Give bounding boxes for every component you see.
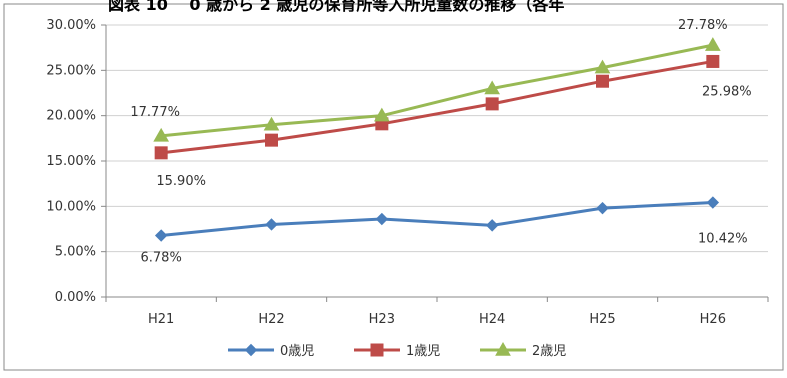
x-tick-label: H21 bbox=[148, 312, 174, 327]
legend-item: 2歳児 bbox=[480, 341, 566, 359]
data-label: 17.77% bbox=[130, 105, 180, 120]
axes: 0.00% 5.00% 10.00% 15.00% 20.00% 25.00% 30.00%… bbox=[46, 18, 769, 327]
y-tick-label: 5.00% bbox=[55, 245, 96, 260]
chart-area-border bbox=[3, 3, 784, 371]
square-marker bbox=[596, 74, 609, 88]
legend-label: 2歳児 bbox=[532, 344, 566, 359]
legend-label: 1歳児 bbox=[406, 344, 440, 359]
x-tick-label: H26 bbox=[700, 312, 726, 327]
legend-item: 0歳児 bbox=[228, 343, 314, 359]
data-labels: 6.78% 10.42% 15.90% 25.98% 17.77% 27.78% bbox=[130, 18, 751, 265]
data-label: 15.90% bbox=[156, 174, 206, 189]
x-tick-label: H24 bbox=[479, 312, 505, 327]
y-tick-label: 20.00% bbox=[46, 109, 96, 124]
y-tick-label: 25.00% bbox=[46, 63, 96, 78]
triangle-marker bbox=[594, 59, 611, 74]
square-marker bbox=[265, 133, 278, 147]
triangle-marker bbox=[153, 127, 170, 142]
series-2 bbox=[153, 37, 721, 142]
series-line bbox=[161, 201, 713, 238]
legend: 0歳児 1歳児 2歳児 bbox=[228, 341, 566, 359]
legend-label: 0歳児 bbox=[280, 344, 314, 359]
series-line bbox=[161, 43, 714, 138]
series-lines bbox=[153, 37, 721, 242]
triangle-marker bbox=[704, 37, 721, 51]
data-label: 25.98% bbox=[702, 84, 752, 99]
series-line bbox=[160, 59, 714, 155]
chart-title: 図表 10 0 歳から 2 歳児の保育所等入所児童数の推移（各年 bbox=[108, 0, 564, 14]
square-marker bbox=[706, 54, 720, 68]
data-label: 10.42% bbox=[698, 232, 748, 247]
diamond-marker bbox=[596, 201, 609, 215]
x-tick-label: H25 bbox=[589, 312, 615, 327]
y-tick-label: 0.00% bbox=[55, 290, 96, 305]
diamond-marker bbox=[244, 343, 258, 357]
x-tick-label: H22 bbox=[258, 312, 284, 327]
legend-item: 1歳児 bbox=[354, 343, 440, 359]
triangle-marker bbox=[263, 116, 280, 131]
triangle-marker bbox=[495, 341, 511, 356]
triangle-marker bbox=[373, 107, 390, 122]
y-tick-label: 15.00% bbox=[46, 154, 96, 169]
triangle-marker bbox=[484, 80, 501, 95]
diamond-marker bbox=[375, 212, 389, 226]
y-tick-label: 30.00% bbox=[46, 18, 96, 33]
data-label: 6.78% bbox=[141, 251, 182, 266]
diamond-marker bbox=[485, 219, 499, 232]
square-marker bbox=[370, 343, 384, 357]
diamond-marker bbox=[265, 218, 278, 231]
diamond-marker bbox=[154, 229, 168, 242]
square-marker bbox=[154, 146, 168, 160]
square-marker bbox=[485, 97, 499, 111]
data-label: 27.78% bbox=[678, 18, 728, 33]
y-tick-label: 10.00% bbox=[46, 199, 96, 214]
diamond-marker bbox=[706, 196, 720, 209]
series-0 bbox=[154, 196, 720, 242]
x-tick-label: H23 bbox=[369, 312, 395, 327]
